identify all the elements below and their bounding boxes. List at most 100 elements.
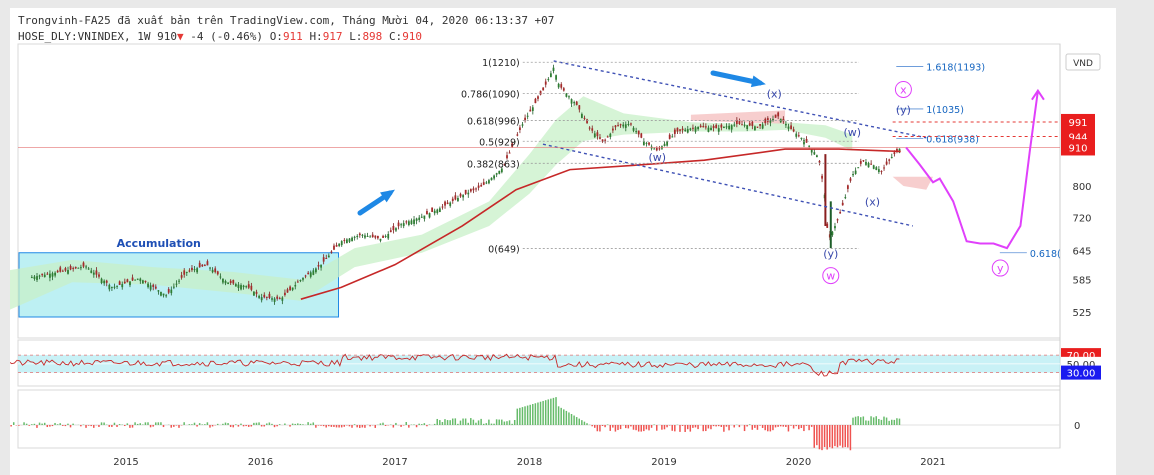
candle-body [526, 115, 529, 117]
candle-body [444, 201, 446, 206]
candle-body [358, 233, 361, 236]
candle-body [720, 124, 723, 128]
candle-body [534, 98, 537, 104]
rsi-line [10, 353, 900, 377]
candle-body [792, 129, 795, 132]
candle-body [875, 167, 878, 171]
rsi-badge-label: 30.00 [1067, 369, 1096, 380]
trend-arrow-right-head [750, 75, 766, 88]
fib-ext-label: 1(1035) [926, 105, 964, 116]
candle-body [95, 270, 98, 275]
chart-svg[interactable]: VND 525 585 645 720 800 2015 2016 2017 2018 2019 20… [10, 8, 1116, 475]
candle-body [376, 235, 379, 239]
candle-body [764, 118, 767, 124]
candle-body [614, 125, 617, 128]
candle-body [178, 280, 180, 282]
candle-body [162, 293, 165, 296]
candle-body [849, 178, 852, 181]
candle-body [271, 298, 273, 300]
candle-body [38, 275, 41, 277]
wave-label: (x) [865, 195, 880, 208]
candle-body [219, 276, 222, 278]
change: -4 (-0.46%) [190, 30, 264, 43]
candle-body [242, 285, 245, 288]
candle-body [686, 129, 689, 133]
wave-label: (y) [896, 103, 911, 116]
candle-body [761, 124, 764, 129]
candle-body [655, 148, 658, 151]
candle-body [725, 126, 728, 128]
candle-body [803, 139, 805, 145]
candle-body [800, 137, 803, 140]
accumulation-label: Accumulation [117, 237, 201, 250]
candle-body [351, 237, 353, 242]
candle-body [821, 175, 823, 179]
candle-body [103, 280, 106, 284]
candle-body [426, 211, 428, 215]
candle-body [622, 124, 625, 127]
candle-body [268, 293, 271, 298]
candle-body [733, 124, 736, 126]
candle-body [134, 279, 137, 281]
chart-panel[interactable]: Trongvinh-FA25 đã xuất bản trên TradingV… [10, 8, 1116, 475]
candle-body [263, 294, 266, 298]
candle-body [648, 142, 650, 145]
wave-circle [991, 259, 1009, 277]
wave-label: (x) [767, 88, 782, 101]
candle-body [495, 173, 498, 175]
x-tick-label: 2018 [517, 457, 542, 468]
candle-body [407, 221, 410, 225]
open-value: 911 [282, 30, 303, 43]
candle-body [728, 125, 730, 130]
candle-body [371, 234, 374, 238]
candle-body [754, 126, 756, 131]
candle-body [284, 292, 286, 296]
candle-body [524, 117, 526, 120]
fib-label: 0(649) [488, 245, 520, 256]
candle-body [588, 127, 591, 129]
ma-line [300, 148, 901, 300]
candle-body [188, 270, 191, 272]
candle-body [111, 286, 113, 288]
candle-body [689, 128, 692, 130]
candle-body [684, 129, 687, 132]
candle-body [309, 272, 312, 277]
candle-body [565, 93, 568, 97]
candle-body [743, 124, 746, 126]
wave-label: x [900, 83, 907, 96]
candle-body [459, 193, 462, 197]
candle-body [364, 235, 366, 238]
candle-body [333, 245, 335, 250]
x-tick-label: 2017 [382, 457, 407, 468]
candle-body [472, 188, 475, 191]
candle-body [578, 105, 581, 110]
candle-body [149, 285, 152, 290]
candle-body [593, 133, 596, 138]
candle-body [890, 157, 893, 159]
candle-body [340, 241, 343, 246]
candle-body [46, 273, 49, 275]
candle-body [291, 287, 294, 290]
candle-body [211, 269, 214, 273]
candle-body [193, 269, 196, 271]
down-arrow-icon: ▼ [176, 30, 184, 43]
rsi-badge-label: 70.00 [1067, 351, 1096, 362]
candle-body [795, 133, 798, 137]
candle-body [826, 223, 829, 228]
candle-body [666, 141, 669, 146]
candle-body [312, 270, 315, 275]
candle-body [160, 291, 162, 296]
candle-body [591, 128, 594, 131]
candle-body [710, 127, 712, 131]
y-tick-label: 645 [1072, 246, 1091, 257]
candle-body [529, 109, 532, 112]
candle-body [30, 277, 33, 279]
candle-body [552, 67, 555, 71]
candle-body [715, 124, 718, 129]
candle-body [418, 217, 421, 220]
candle-body [877, 169, 880, 172]
candle-body [317, 265, 320, 267]
candle-body [766, 118, 769, 122]
candle-body [635, 131, 638, 133]
candle-body [673, 129, 676, 134]
